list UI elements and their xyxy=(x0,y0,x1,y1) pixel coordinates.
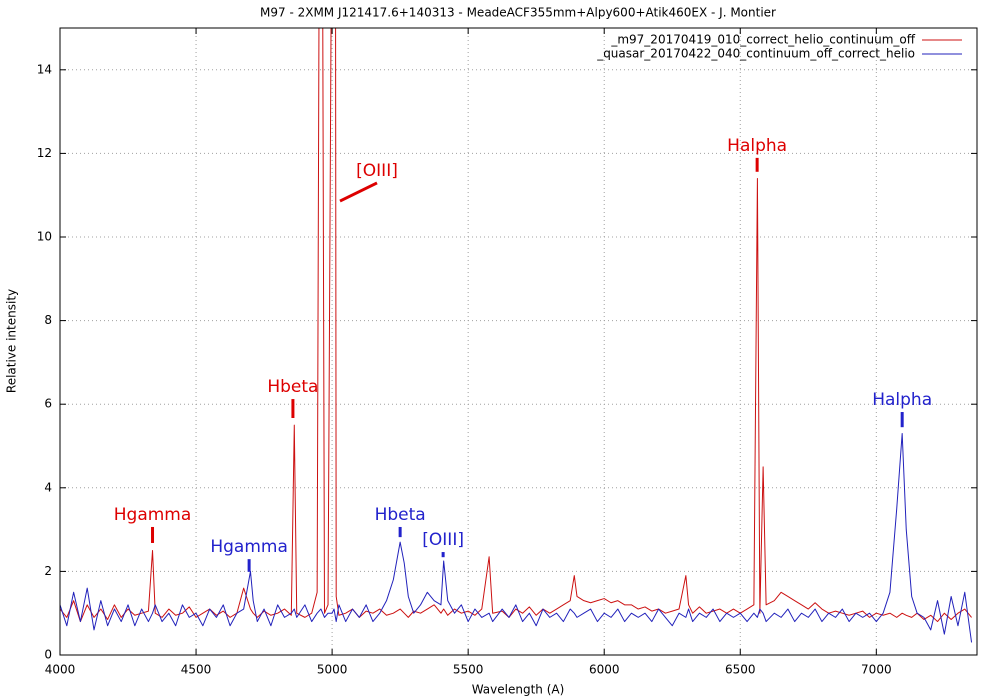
y-tick-label: 10 xyxy=(37,230,52,244)
y-tick-label: 8 xyxy=(44,313,52,327)
annotation-label: [OIII] xyxy=(422,530,464,550)
annotation-label: Hgamma xyxy=(114,505,192,525)
chart-title: M97 - 2XMM J121417.6+140313 - MeadeACF35… xyxy=(260,6,776,20)
annotation-label: Hbeta xyxy=(267,377,318,397)
annotation-label: [OIII] xyxy=(356,161,398,181)
series-line xyxy=(60,28,972,623)
x-tick-label: 6000 xyxy=(589,663,620,677)
plot-frame xyxy=(59,27,978,656)
annotation-pointer xyxy=(339,181,378,203)
x-tick-label: 5500 xyxy=(453,663,484,677)
y-tick-label: 2 xyxy=(44,564,52,578)
series-line xyxy=(60,432,973,643)
x-tick-label: 6500 xyxy=(725,663,756,677)
grid xyxy=(59,28,977,656)
x-tick-label: 5000 xyxy=(317,663,348,677)
y-tick-label: 14 xyxy=(37,62,52,76)
x-tick-label: 4000 xyxy=(45,663,76,677)
y-axis-label: Relative intensity xyxy=(5,289,19,393)
annotation-label: Hgamma xyxy=(210,537,288,557)
x-tick-label: 4500 xyxy=(181,663,212,677)
annotation-label: Halpha xyxy=(727,136,787,156)
legend-label: _m97_20170419_010_correct_helio_continuu… xyxy=(610,33,915,47)
y-tick-label: 6 xyxy=(44,397,52,411)
plot-area xyxy=(60,28,973,643)
x-axis-label: Wavelength (A) xyxy=(472,683,565,697)
annotation-label: Halpha xyxy=(872,390,932,410)
y-tick-label: 4 xyxy=(44,480,52,494)
annotation-label: Hbeta xyxy=(375,505,426,525)
legend-label: _quasar_20170422_040_continuum_off_corre… xyxy=(596,47,915,61)
x-tick-label: 7000 xyxy=(861,663,892,677)
y-tick-label: 12 xyxy=(37,146,52,160)
y-tick-label: 0 xyxy=(44,648,52,662)
